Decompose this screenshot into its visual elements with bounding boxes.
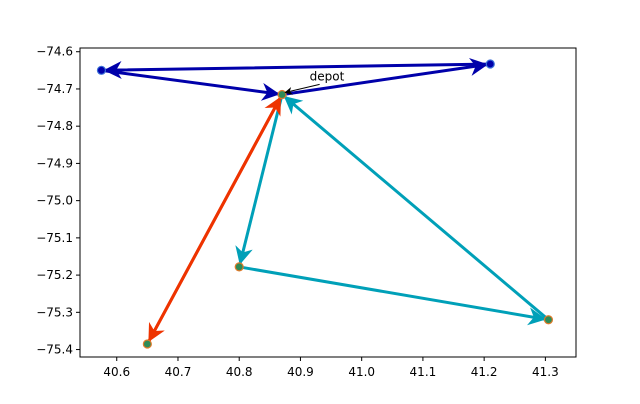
y-tick-label: −74.8: [36, 119, 73, 133]
y-tick-label: −75.0: [36, 194, 73, 208]
plot-frame: [79, 47, 577, 358]
y-tick-label: −75.1: [36, 231, 73, 245]
x-tick-label: 41.1: [410, 365, 437, 379]
route-arrow: [147, 96, 282, 342]
route-arrow: [235, 96, 283, 265]
x-tick-label: 40.7: [165, 365, 192, 379]
y-tick-label: −75.4: [36, 343, 73, 357]
route-arrow: [241, 266, 547, 326]
route-arrow: [283, 95, 547, 319]
y-tick-label: −74.9: [36, 156, 73, 170]
y-tick-label: −75.3: [36, 305, 73, 319]
y-tick-label: −75.2: [36, 268, 73, 282]
annotation-arrow: [284, 83, 320, 95]
data-point: [96, 65, 107, 75]
x-tick-label: 41.3: [532, 365, 559, 379]
data-point: [234, 262, 244, 272]
x-tick-label: 40.8: [226, 365, 253, 379]
x-tick-label: 40.9: [287, 365, 314, 379]
x-tick-label: 41.2: [471, 365, 498, 379]
route-arrow: [284, 58, 489, 96]
route-arrow: [103, 69, 280, 101]
plot-layer: 40.6 40.7 40.8 40.9 41.0 41.1 41.2 41.3 −74.6 −74…: [36, 45, 577, 379]
depot-annotation-label: depot: [310, 69, 345, 83]
data-point: [277, 89, 287, 100]
x-tick-label: 41.0: [348, 365, 375, 379]
data-point: [543, 315, 554, 325]
data-point: [142, 339, 152, 349]
y-tick-label: −74.6: [36, 45, 73, 59]
y-tick-label: −74.7: [36, 82, 73, 96]
data-point: [485, 59, 495, 69]
x-tick-label: 40.6: [103, 365, 130, 379]
route-arrow: [103, 61, 488, 80]
